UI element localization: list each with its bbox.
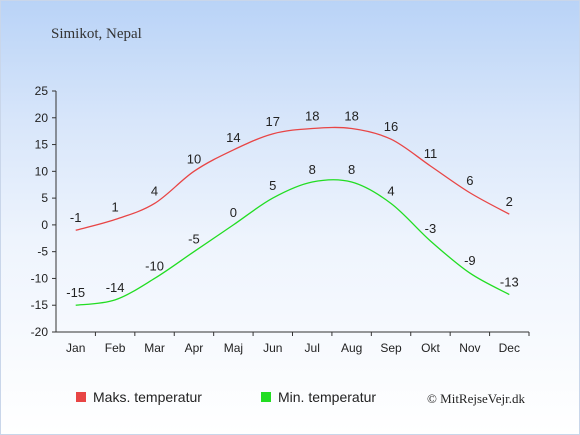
x-tick-label: Apr	[185, 341, 204, 355]
x-tick-label: Mar	[144, 341, 165, 355]
y-tick-label: 10	[35, 164, 49, 178]
data-label-min: 8	[348, 162, 355, 177]
series-line-max	[75, 126, 510, 231]
x-tick-label: Jan	[66, 341, 85, 355]
y-tick-label: -15	[31, 298, 49, 312]
x-tick-label: Aug	[341, 341, 362, 355]
y-tick-label: -5	[37, 245, 48, 259]
data-label-max: 16	[384, 119, 398, 134]
legend-swatch-max	[76, 392, 86, 402]
y-tick-label: 25	[35, 84, 49, 98]
data-label-min: -10	[145, 258, 164, 273]
data-label-min: -13	[500, 275, 519, 290]
data-label-min: 5	[269, 178, 276, 193]
data-label-min: -15	[66, 285, 85, 300]
data-label-max: 17	[266, 114, 280, 129]
chart-title: Simikot, Nepal	[51, 26, 142, 42]
data-label-min: 4	[387, 183, 394, 198]
data-label-min: -14	[106, 280, 125, 295]
data-label-max: 14	[226, 130, 240, 145]
data-label-min: -5	[188, 232, 200, 247]
y-tick-label: 15	[35, 138, 49, 152]
y-tick-label: -20	[31, 325, 49, 339]
data-label-min: -3	[425, 221, 437, 236]
x-tick-label: Dec	[499, 341, 520, 355]
data-label-max: 1	[112, 200, 119, 215]
legend-label-min: Min. temperatur	[278, 389, 376, 405]
data-label-max: 18	[305, 108, 319, 123]
x-tick-label: Sep	[380, 341, 402, 355]
x-tick-label: Nov	[459, 341, 480, 355]
legend-swatch-min	[261, 392, 271, 402]
y-tick-label: 0	[41, 218, 48, 232]
y-tick-label: 5	[41, 191, 48, 205]
y-tick-label: -10	[31, 271, 49, 285]
legend-label-max: Maks. temperatur	[93, 389, 202, 405]
data-label-max: 2	[506, 194, 513, 209]
x-tick-label: Maj	[224, 341, 243, 355]
data-label-max: 11	[424, 146, 438, 161]
data-label-min: 8	[309, 162, 316, 177]
y-tick-label: 20	[35, 111, 49, 125]
data-label-max: 18	[344, 108, 358, 123]
credit-text: © MitRejseVejr.dk	[427, 391, 525, 406]
data-label-max: 6	[466, 173, 473, 188]
series-layer	[75, 126, 510, 306]
x-tick-label: Jul	[305, 341, 320, 355]
data-label-max: 10	[187, 151, 201, 166]
data-label-max: 4	[151, 183, 158, 198]
data-label-min: 0	[230, 205, 237, 220]
data-label-max: -1	[70, 210, 82, 225]
data-label-min: -9	[464, 253, 476, 268]
x-tick-label: Jun	[263, 341, 282, 355]
legend: Maks. temperatur Min. temperatur	[76, 389, 376, 405]
x-tick-label: Feb	[105, 341, 126, 355]
series-line-min	[75, 179, 510, 306]
x-tick-label: Okt	[421, 341, 440, 355]
